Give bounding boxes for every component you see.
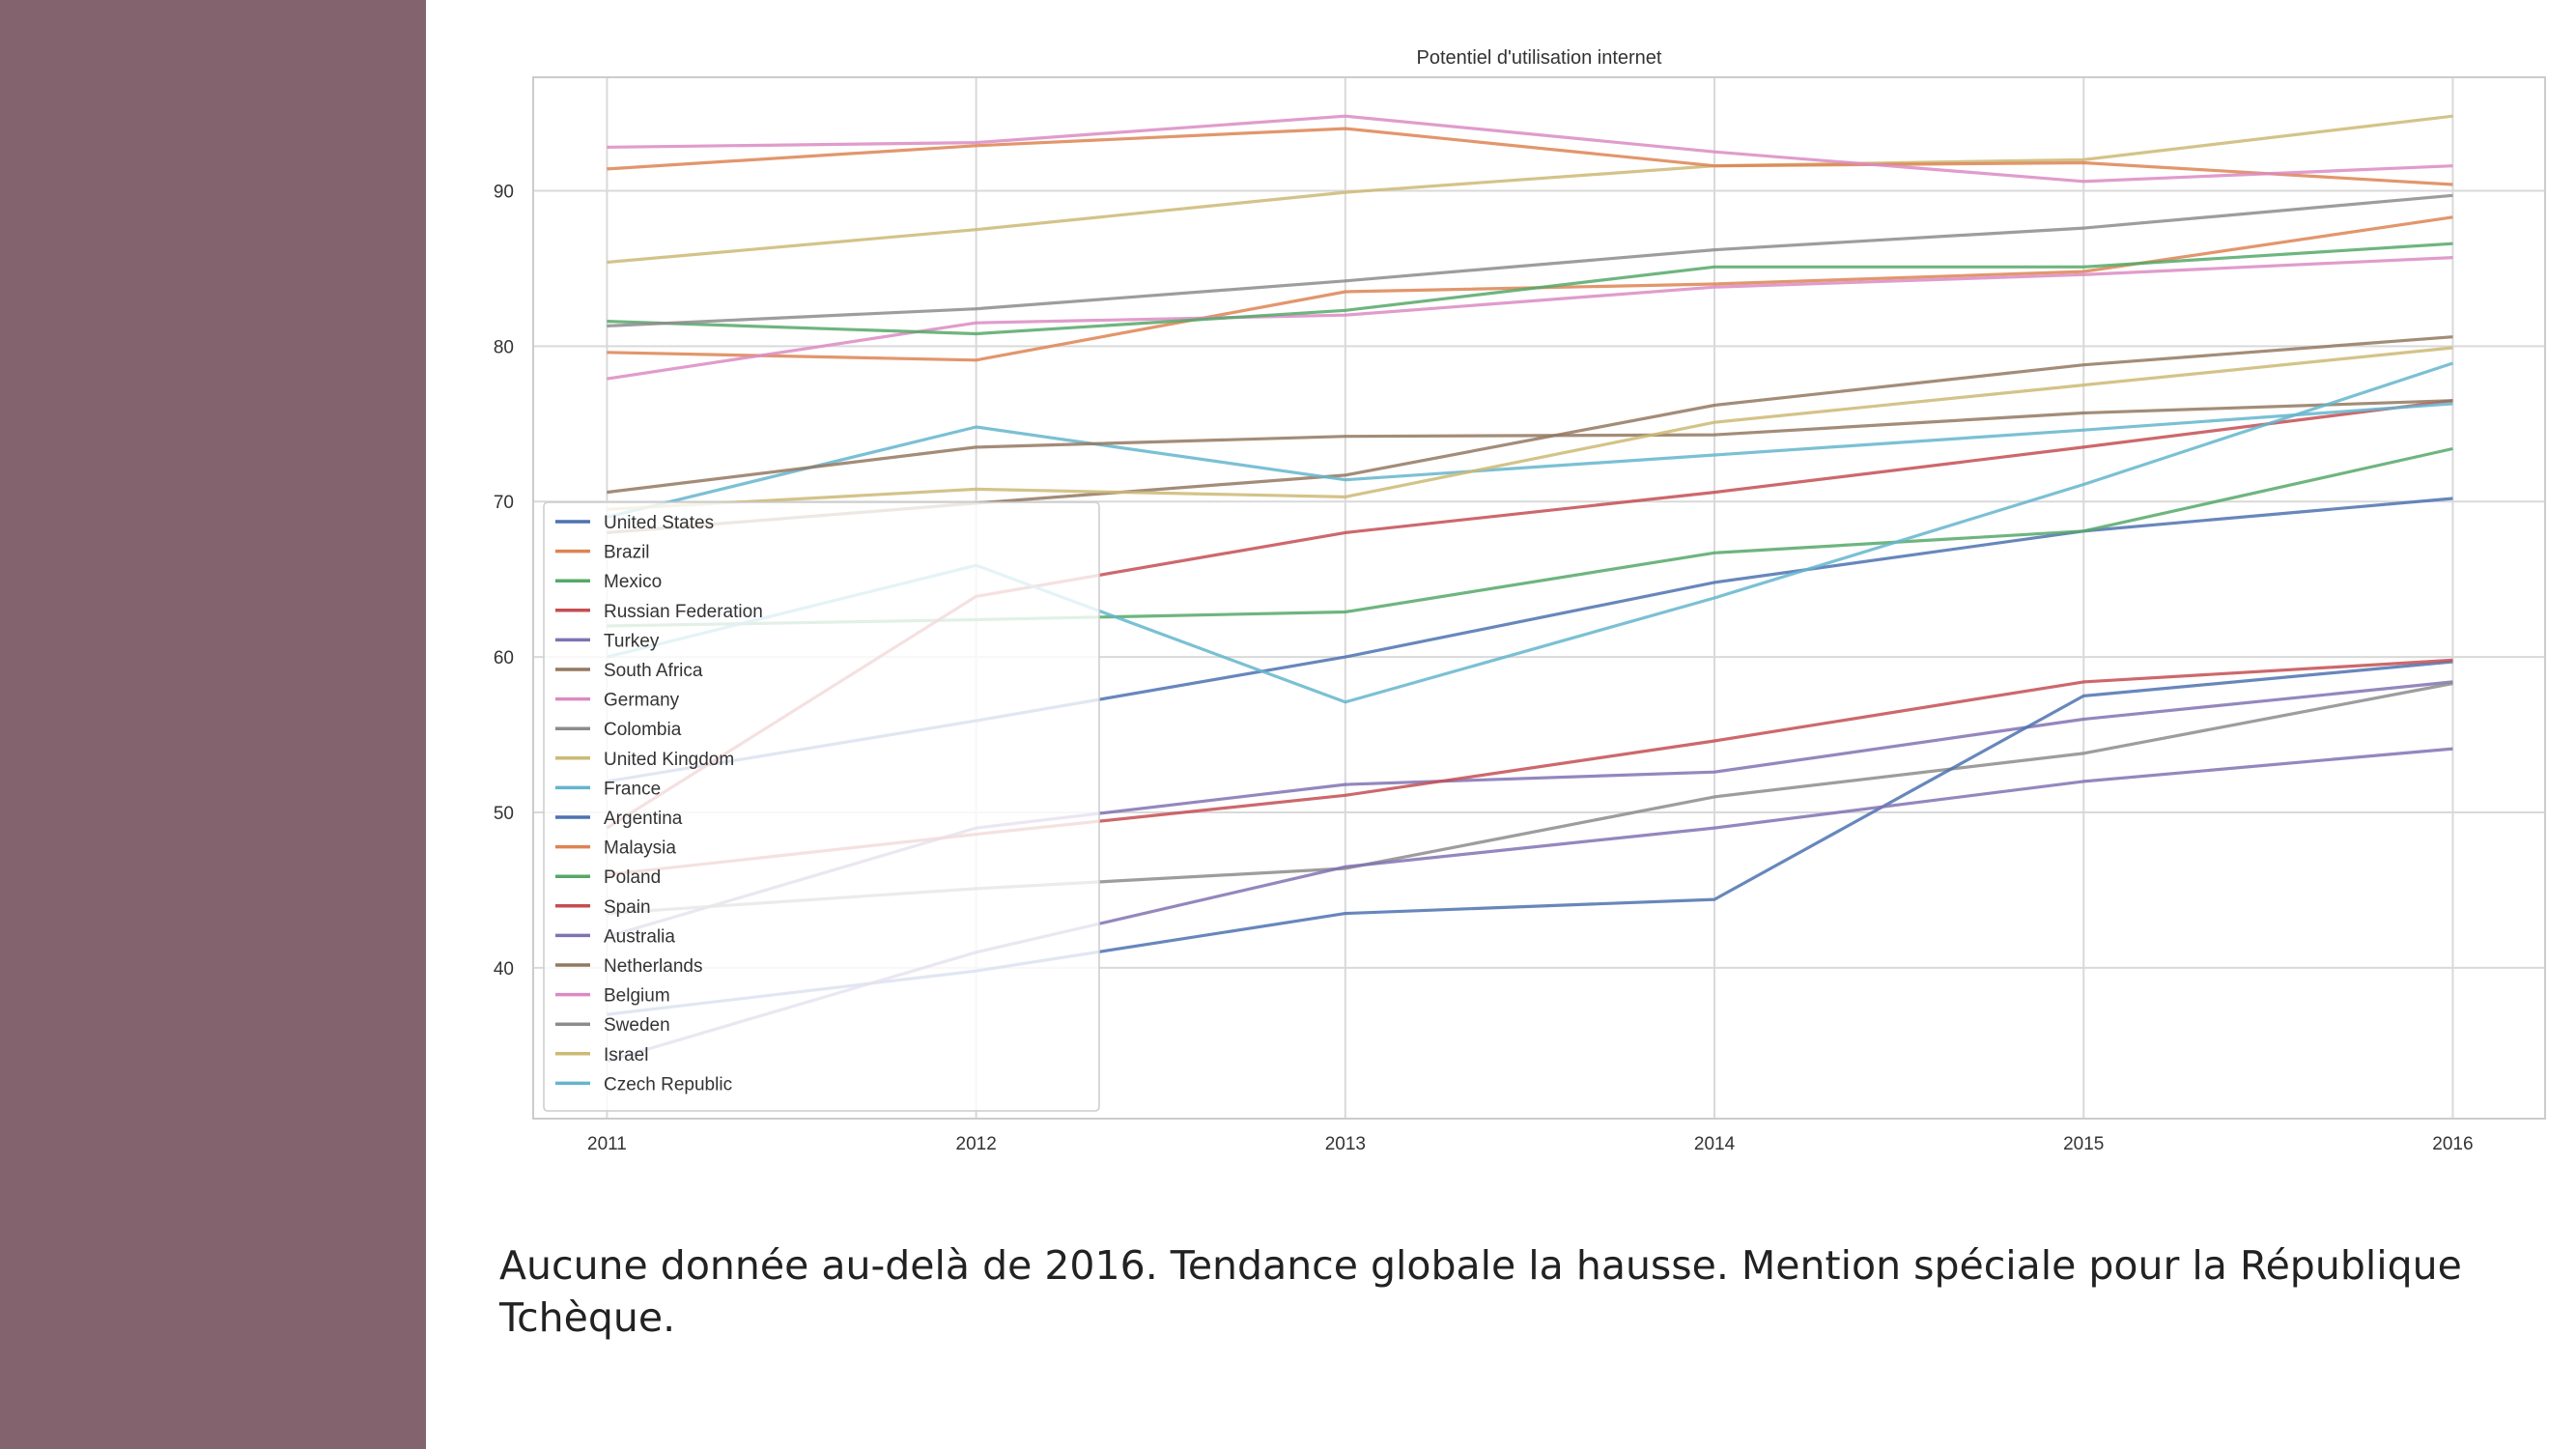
legend-label: Argentina <box>604 809 683 829</box>
series-line-sweden <box>607 193 2453 327</box>
series-line-belgium <box>607 114 2453 184</box>
x-tick-label: 2015 <box>2063 1134 2104 1154</box>
y-tick-label: 50 <box>494 804 514 824</box>
x-axis-ticks: 2011 2012 2013 2014 2015 2016 <box>587 1134 2474 1154</box>
series-line-france <box>607 402 2453 519</box>
y-tick-label: 80 <box>494 337 514 357</box>
chart-canvas: 2011 2012 2013 2014 2015 2016 40 50 60 70 80 90 Po… <box>494 47 2546 1154</box>
legend: United States Brazil Mexico Russian Federat… <box>543 501 1100 1112</box>
legend-label: Belgium <box>604 986 670 1007</box>
x-tick-label: 2014 <box>1694 1134 1736 1154</box>
x-tick-label: 2016 <box>2432 1134 2473 1154</box>
legend-box <box>543 501 1100 1112</box>
y-tick-label: 60 <box>494 648 514 668</box>
legend-label: France <box>604 779 661 799</box>
legend-label: Poland <box>604 867 661 888</box>
y-tick-label: 90 <box>494 182 514 202</box>
legend-label: Israel <box>604 1045 648 1065</box>
y-tick-label: 40 <box>494 959 514 980</box>
series-line-israel <box>607 346 2453 511</box>
legend-label: Czech Republic <box>604 1074 732 1094</box>
legend-label: Sweden <box>604 1015 670 1036</box>
legend-label: Turkey <box>604 631 660 651</box>
caption-text: Aucune donnée au-delà de 2016. Tendance … <box>499 1242 2462 1341</box>
series-line-germany <box>607 256 2453 381</box>
x-tick-label: 2013 <box>1325 1134 1366 1154</box>
y-tick-label: 70 <box>494 493 514 513</box>
legend-label: Mexico <box>604 572 662 592</box>
legend-label: Germany <box>604 691 680 711</box>
legend-items: United States Brazil Mexico Russian Federat… <box>555 513 763 1094</box>
series-line-malaysia <box>607 127 2453 186</box>
series-line-netherlands <box>607 399 2453 495</box>
chart-title: Potentiel d'utilisation internet <box>1417 47 1662 69</box>
legend-label: Malaysia <box>604 838 676 859</box>
legend-label: Spain <box>604 897 651 918</box>
legend-label: Australia <box>604 926 675 947</box>
series-line-united-kingdom <box>607 114 2453 265</box>
legend-label: Netherlands <box>604 956 702 977</box>
y-axis-ticks: 40 50 60 70 80 90 <box>494 182 514 979</box>
x-tick-label: 2011 <box>587 1134 627 1154</box>
line-chart: 2011 2012 2013 2014 2015 2016 40 50 60 70 80 90 Po… <box>426 0 2576 1169</box>
legend-label: Russian Federation <box>604 602 763 622</box>
legend-label: South Africa <box>604 661 703 681</box>
legend-label: United Kingdom <box>604 750 734 770</box>
plot-frame <box>532 76 2546 1120</box>
legend-label: United States <box>604 513 714 533</box>
legend-label: Brazil <box>604 543 650 563</box>
x-tick-label: 2012 <box>956 1134 997 1154</box>
legend-label: Colombia <box>604 720 682 740</box>
series-line-poland <box>607 242 2453 336</box>
sidebar-band <box>0 0 426 1449</box>
